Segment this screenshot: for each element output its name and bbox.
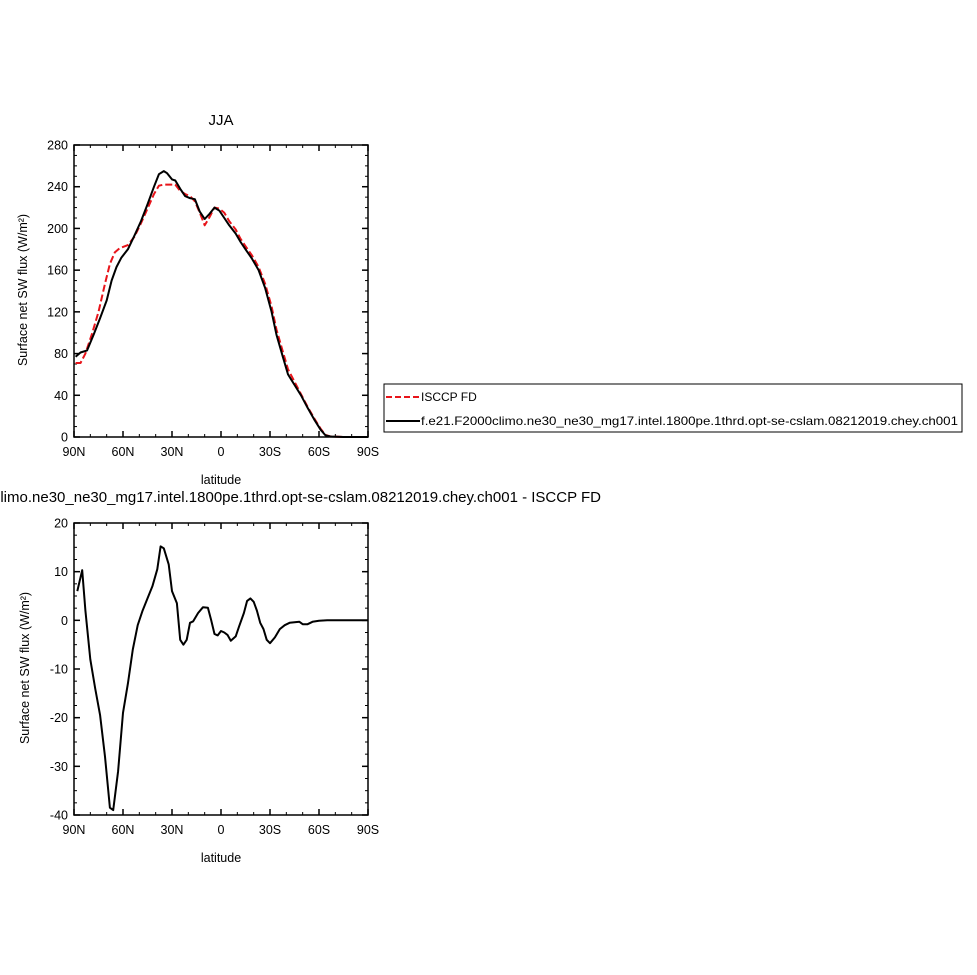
top-x-tick-label: 0 [218, 445, 225, 459]
bottom-x-tick-label: 0 [218, 823, 225, 837]
bottom-y-tick-label: -40 [50, 809, 68, 823]
top-x-tick-label: 60N [112, 445, 135, 459]
legend-box [383, 383, 963, 433]
bottom-x-tick-label: 30S [259, 823, 281, 837]
top-series-group [74, 170, 368, 438]
top-y-tick-label: 280 [47, 139, 68, 153]
bottom-series-line-0 [76, 545, 368, 812]
bottom-panel: f.e21.F2000climo.ne30_ne30_mg17.intel.18… [0, 489, 601, 865]
bottom-y-tick-label: -30 [50, 760, 68, 774]
bottom-x-tick-label: 90S [357, 823, 379, 837]
top-x-tick-label: 30N [161, 445, 184, 459]
top-x-tick-label: 60S [308, 445, 330, 459]
bottom-series-group [76, 545, 368, 812]
top-y-tick-label: 160 [47, 264, 68, 278]
bottom-x-tick-label: 30N [161, 823, 184, 837]
top-series-line-0 [75, 183, 368, 438]
legend-label-model: f.e21.F2000climo.ne30_ne30_mg17.intel.18… [421, 414, 958, 428]
bottom-x-tick-label: 60S [308, 823, 330, 837]
bottom-y-tick-label: 10 [54, 565, 68, 579]
top-y-tick-label: 0 [61, 431, 68, 445]
top-y-axis-label: Surface net SW flux (W/m²) [16, 214, 30, 366]
bottom-y-tick-label: -20 [50, 711, 68, 725]
top-x-tick-label: 90S [357, 445, 379, 459]
top-x-tick-label: 90N [63, 445, 86, 459]
bottom-x-tick-label: 90N [63, 823, 86, 837]
top-series-line-1 [74, 170, 368, 438]
bottom-axes: 90N 60N 30N 0 30S 60S 90S 20 10 0 -10 -20 -30 -40 [50, 517, 379, 838]
bottom-y-tick-label: -10 [50, 663, 68, 677]
top-chart-title: JJA [208, 112, 233, 129]
top-y-tick-label: 40 [54, 389, 68, 403]
bottom-x-tick-label: 60N [112, 823, 135, 837]
top-x-tick-label: 30S [259, 445, 281, 459]
top-y-tick-label: 120 [47, 305, 68, 319]
top-y-tick-label: 200 [47, 222, 68, 236]
bottom-y-tick-label: 0 [61, 614, 68, 628]
bottom-x-axis-label: latitude [201, 851, 241, 865]
bottom-chart-title: f.e21.F2000climo.ne30_ne30_mg17.intel.18… [0, 489, 601, 506]
legend-label-isccp: ISCCP FD [421, 390, 477, 404]
bottom-y-axis-label: Surface net SW flux (W/m²) [18, 592, 32, 744]
top-x-axis-label: latitude [201, 473, 241, 487]
bottom-y-tick-label: 20 [54, 517, 68, 531]
top-y-tick-label: 80 [54, 347, 68, 361]
top-axes: 90N 60N 30N 0 30S 60S 90S 0 40 80 120 160 200 240 280 [47, 139, 379, 460]
top-panel: JJA 90N 60N 30N 0 30S 60S 90S 0 40 80 120 160 200 240… [16, 112, 379, 487]
legend: ISCCP FD f.e21.F2000climo.ne30_ne30_mg17… [383, 383, 963, 433]
top-y-tick-label: 240 [47, 180, 68, 194]
top-plot-frame [73, 144, 369, 438]
